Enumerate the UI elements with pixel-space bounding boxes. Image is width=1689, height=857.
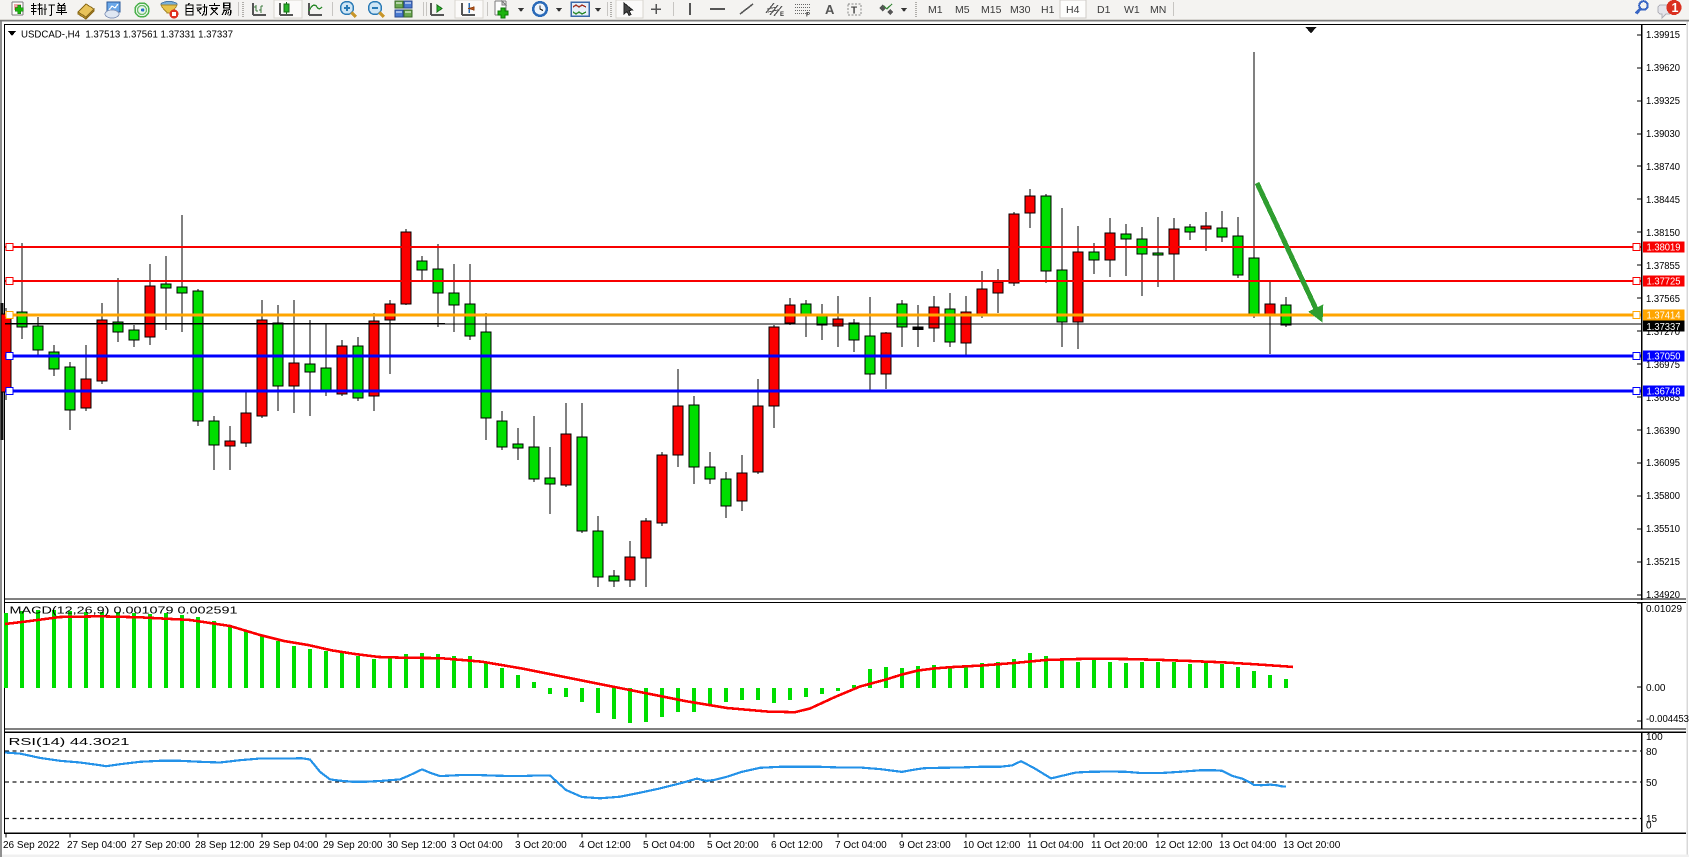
svg-text:1.36390: 1.36390 bbox=[1646, 426, 1680, 437]
svg-text:1.34920: 1.34920 bbox=[1646, 590, 1680, 601]
svg-text:12 Oct 12:00: 12 Oct 12:00 bbox=[1155, 840, 1213, 851]
svg-text:1.37337: 1.37337 bbox=[1647, 322, 1681, 333]
svg-text:1.36095: 1.36095 bbox=[1646, 458, 1680, 469]
svg-text:1.36975: 1.36975 bbox=[1646, 360, 1680, 371]
svg-text:11 Oct 20:00: 11 Oct 20:00 bbox=[1091, 840, 1148, 851]
svg-text:10 Oct 12:00: 10 Oct 12:00 bbox=[963, 840, 1021, 851]
svg-text:29 Sep 04:00: 29 Sep 04:00 bbox=[259, 840, 319, 851]
svg-text:E: E bbox=[780, 12, 784, 18]
svg-text:3 Oct 20:00: 3 Oct 20:00 bbox=[515, 840, 567, 851]
svg-text:MN: MN bbox=[1150, 4, 1166, 16]
svg-text:7 Oct 04:00: 7 Oct 04:00 bbox=[835, 840, 887, 851]
svg-text:H1: H1 bbox=[1041, 4, 1055, 16]
svg-text:1.37270: 1.37270 bbox=[1646, 327, 1680, 338]
svg-text:M1: M1 bbox=[928, 4, 943, 16]
svg-text:6 Oct 12:00: 6 Oct 12:00 bbox=[771, 840, 823, 851]
svg-text:1.38150: 1.38150 bbox=[1646, 228, 1680, 239]
svg-text:1.37414: 1.37414 bbox=[1647, 311, 1681, 322]
svg-text:1.37725: 1.37725 bbox=[1647, 277, 1681, 288]
svg-text:30 Sep 12:00: 30 Sep 12:00 bbox=[387, 840, 447, 851]
svg-text:F: F bbox=[806, 13, 810, 19]
svg-text:0.01029: 0.01029 bbox=[1646, 604, 1682, 615]
svg-text:5 Oct 04:00: 5 Oct 04:00 bbox=[643, 840, 695, 851]
svg-text:1.39030: 1.39030 bbox=[1646, 129, 1680, 140]
svg-text:1.36685: 1.36685 bbox=[1646, 393, 1680, 404]
svg-text:11 Oct 04:00: 11 Oct 04:00 bbox=[1027, 840, 1084, 851]
svg-text:1.36748: 1.36748 bbox=[1647, 387, 1681, 398]
svg-text:A: A bbox=[825, 2, 835, 17]
svg-text:5 Oct 20:00: 5 Oct 20:00 bbox=[707, 840, 759, 851]
svg-text:1.37050: 1.37050 bbox=[1647, 352, 1681, 363]
svg-text:1: 1 bbox=[1672, 1, 1679, 15]
svg-text:100: 100 bbox=[1646, 732, 1663, 743]
svg-text:9 Oct 23:00: 9 Oct 23:00 bbox=[899, 840, 951, 851]
svg-text:1.37855: 1.37855 bbox=[1646, 261, 1680, 272]
svg-text:26 Sep 2022: 26 Sep 2022 bbox=[3, 840, 60, 851]
svg-text:1.39915: 1.39915 bbox=[1646, 30, 1680, 41]
svg-text:15: 15 bbox=[1646, 814, 1658, 825]
svg-text:RSI(14) 44.3021: RSI(14) 44.3021 bbox=[9, 736, 130, 748]
svg-text:28 Sep 12:00: 28 Sep 12:00 bbox=[195, 840, 255, 851]
svg-text:4 Oct 12:00: 4 Oct 12:00 bbox=[579, 840, 631, 851]
svg-text:1.35800: 1.35800 bbox=[1646, 491, 1680, 502]
svg-text:29 Sep 20:00: 29 Sep 20:00 bbox=[323, 840, 383, 851]
svg-text:13 Oct 20:00: 13 Oct 20:00 bbox=[1283, 840, 1341, 851]
svg-text:1.35215: 1.35215 bbox=[1646, 557, 1680, 568]
svg-text:T: T bbox=[851, 6, 857, 17]
svg-text:0.00: 0.00 bbox=[1646, 683, 1666, 694]
svg-text:3 Oct 04:00: 3 Oct 04:00 bbox=[451, 840, 503, 851]
svg-text:50: 50 bbox=[1646, 778, 1658, 789]
svg-text:1.38740: 1.38740 bbox=[1646, 162, 1680, 173]
svg-text:1.38445: 1.38445 bbox=[1646, 195, 1680, 206]
svg-text:MACD(12,26,9) 0.001079 0.00259: MACD(12,26,9) 0.001079 0.002591 bbox=[10, 605, 238, 617]
svg-text:M5: M5 bbox=[955, 4, 970, 16]
svg-text:W1: W1 bbox=[1124, 4, 1140, 16]
svg-text:1.39620: 1.39620 bbox=[1646, 63, 1680, 74]
svg-text:1.35510: 1.35510 bbox=[1646, 524, 1680, 535]
svg-text:-0.004453: -0.004453 bbox=[1646, 714, 1689, 725]
svg-text:27 Sep 20:00: 27 Sep 20:00 bbox=[131, 840, 191, 851]
svg-text:1.37565: 1.37565 bbox=[1646, 294, 1680, 305]
svg-text:H4: H4 bbox=[1066, 4, 1080, 16]
svg-text:M30: M30 bbox=[1010, 4, 1031, 16]
svg-text:M15: M15 bbox=[981, 4, 1002, 16]
svg-text:27 Sep 04:00: 27 Sep 04:00 bbox=[67, 840, 127, 851]
svg-text:1.38019: 1.38019 bbox=[1647, 243, 1681, 254]
svg-text:80: 80 bbox=[1646, 747, 1658, 758]
svg-text:0: 0 bbox=[1646, 821, 1652, 832]
svg-text:1.39325: 1.39325 bbox=[1646, 96, 1680, 107]
svg-text:13 Oct 04:00: 13 Oct 04:00 bbox=[1219, 840, 1277, 851]
svg-text:D1: D1 bbox=[1097, 4, 1111, 16]
svg-text:USDCAD-,H4 1.37513 1.37561 1.: USDCAD-,H4 1.37513 1.37561 1.37331 1.373… bbox=[21, 29, 233, 41]
